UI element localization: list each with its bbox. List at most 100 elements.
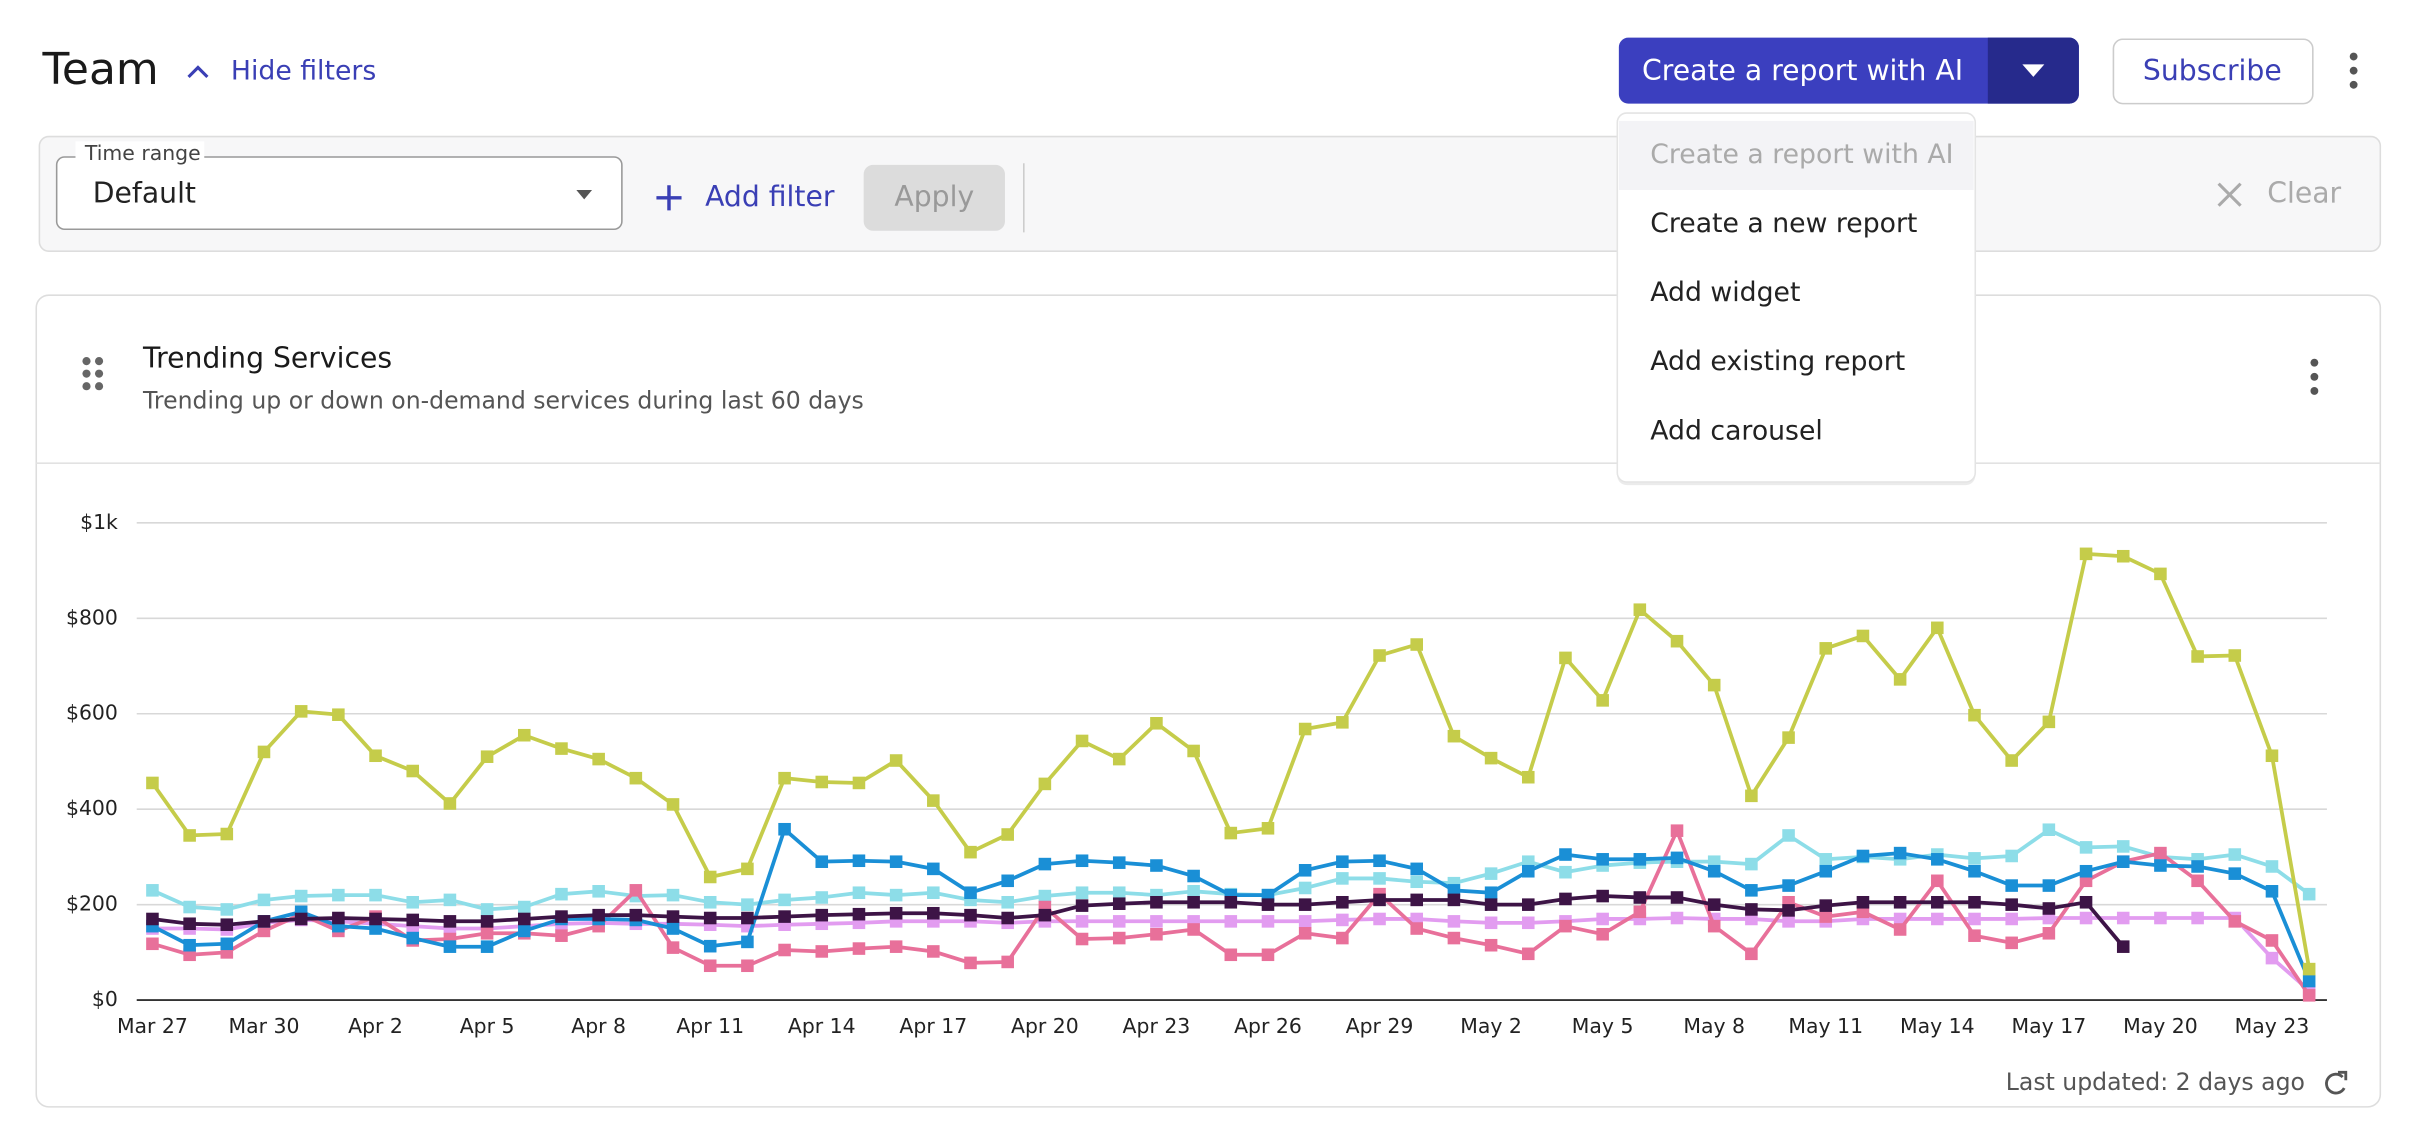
point-marker — [2154, 567, 2167, 581]
create-button[interactable] — [1618, 37, 2079, 104]
hide-filters[interactable]: Hide filters — [231, 56, 376, 87]
point-marker — [1112, 915, 1126, 928]
point-marker — [666, 941, 680, 954]
point-marker — [1373, 893, 1386, 907]
subscribe-button[interactable] — [2112, 38, 2314, 105]
point-marker — [1596, 927, 1609, 941]
point-marker — [443, 893, 457, 907]
point-marker — [220, 918, 234, 931]
point-marker — [1001, 895, 1014, 909]
point-marker — [2042, 823, 2056, 837]
apply-label[interactable]: Apply — [894, 180, 974, 213]
point-marker — [1001, 911, 1014, 925]
point-marker — [1782, 829, 1795, 842]
point-marker — [1001, 874, 1014, 888]
time-range-select[interactable] — [55, 156, 623, 231]
menu-item[interactable]: Create a new report — [1650, 208, 1917, 239]
point-marker — [369, 749, 382, 763]
apply-button[interactable] — [863, 164, 1005, 231]
point-marker — [1521, 898, 1535, 911]
chevron-up[interactable] — [187, 65, 209, 79]
point-marker — [852, 776, 866, 790]
point-marker — [1745, 903, 1758, 916]
dropdown-menu: Create a report with AI Create a new rep… — [1616, 112, 1977, 486]
point-marker — [518, 912, 531, 926]
point-marker — [1893, 895, 1907, 909]
point-marker — [2005, 849, 2018, 863]
point-marker — [1484, 898, 1498, 911]
point-marker — [518, 924, 531, 938]
point-marker — [778, 822, 791, 836]
point-marker — [1075, 734, 1089, 748]
point-marker — [1038, 908, 1052, 922]
point-marker — [555, 742, 568, 755]
point-marker — [2079, 874, 2093, 888]
create-button-label[interactable]: Create a report with AI — [1642, 54, 1963, 87]
point-marker — [1968, 929, 1981, 942]
point-marker — [927, 862, 940, 876]
point-marker — [332, 708, 345, 721]
point-marker — [1670, 824, 1684, 837]
point-marker — [443, 797, 457, 810]
x-tick-label: Mar 30 — [229, 1014, 300, 1038]
point-marker — [1261, 915, 1275, 928]
subscribe-label[interactable]: Subscribe — [2143, 54, 2282, 87]
point-marker — [1075, 886, 1089, 900]
point-marker — [1559, 919, 1572, 933]
point-marker — [1001, 955, 1014, 969]
point-marker — [1336, 855, 1349, 868]
point-marker — [1633, 905, 1647, 919]
point-marker — [1224, 826, 1238, 840]
add-filter[interactable]: Add filter — [705, 180, 835, 213]
point-marker — [369, 922, 382, 935]
x-tick-label: May 14 — [1900, 1014, 1975, 1038]
point-marker — [257, 745, 271, 759]
point-marker — [1559, 848, 1572, 861]
point-marker — [815, 891, 829, 904]
point-marker — [257, 924, 271, 938]
point-marker — [666, 910, 680, 923]
point-marker — [2154, 846, 2167, 860]
point-marker — [1707, 919, 1721, 933]
y-tick-label: $1k — [80, 510, 118, 534]
point-marker — [555, 910, 568, 923]
x-tick-label: May 8 — [1683, 1014, 1745, 1038]
label-backdrop — [75, 141, 205, 167]
point-marker — [1521, 947, 1535, 961]
clear-icon[interactable] — [2217, 182, 2242, 207]
clear-label[interactable]: Clear — [2267, 177, 2341, 210]
point-marker — [741, 862, 754, 876]
point-marker — [1001, 828, 1014, 841]
point-marker — [2228, 848, 2242, 861]
plus-icon[interactable] — [656, 185, 682, 211]
point-marker — [406, 895, 420, 909]
point-marker — [1038, 857, 1052, 871]
point-marker — [1150, 859, 1163, 872]
point-marker — [2228, 915, 2242, 928]
drag-handle[interactable] — [82, 357, 104, 391]
page-menu[interactable] — [2349, 52, 2358, 89]
point-marker — [2191, 860, 2204, 873]
point-marker — [220, 937, 234, 951]
point-marker — [852, 907, 866, 921]
point-marker — [666, 798, 680, 811]
point-marker — [2265, 749, 2279, 763]
menu-item[interactable]: Add widget — [1650, 277, 1800, 308]
menu-item[interactable]: Add carousel — [1650, 415, 1823, 446]
menu-item[interactable]: Add existing report — [1650, 346, 1905, 377]
y-tick-label: $800 — [66, 605, 118, 629]
point-marker — [1224, 915, 1238, 928]
point-marker — [2302, 974, 2316, 988]
refresh-icon[interactable] — [2325, 1070, 2348, 1095]
time-range-value[interactable]: Default — [93, 177, 196, 210]
point-marker — [183, 917, 196, 931]
point-marker — [1261, 948, 1275, 962]
point-marker — [1931, 874, 1944, 888]
point-marker — [1150, 895, 1163, 909]
card-menu[interactable] — [2310, 358, 2319, 395]
point-marker — [1596, 853, 1609, 866]
point-marker — [2228, 867, 2242, 880]
point-marker — [1224, 895, 1238, 909]
point-marker — [220, 827, 234, 841]
